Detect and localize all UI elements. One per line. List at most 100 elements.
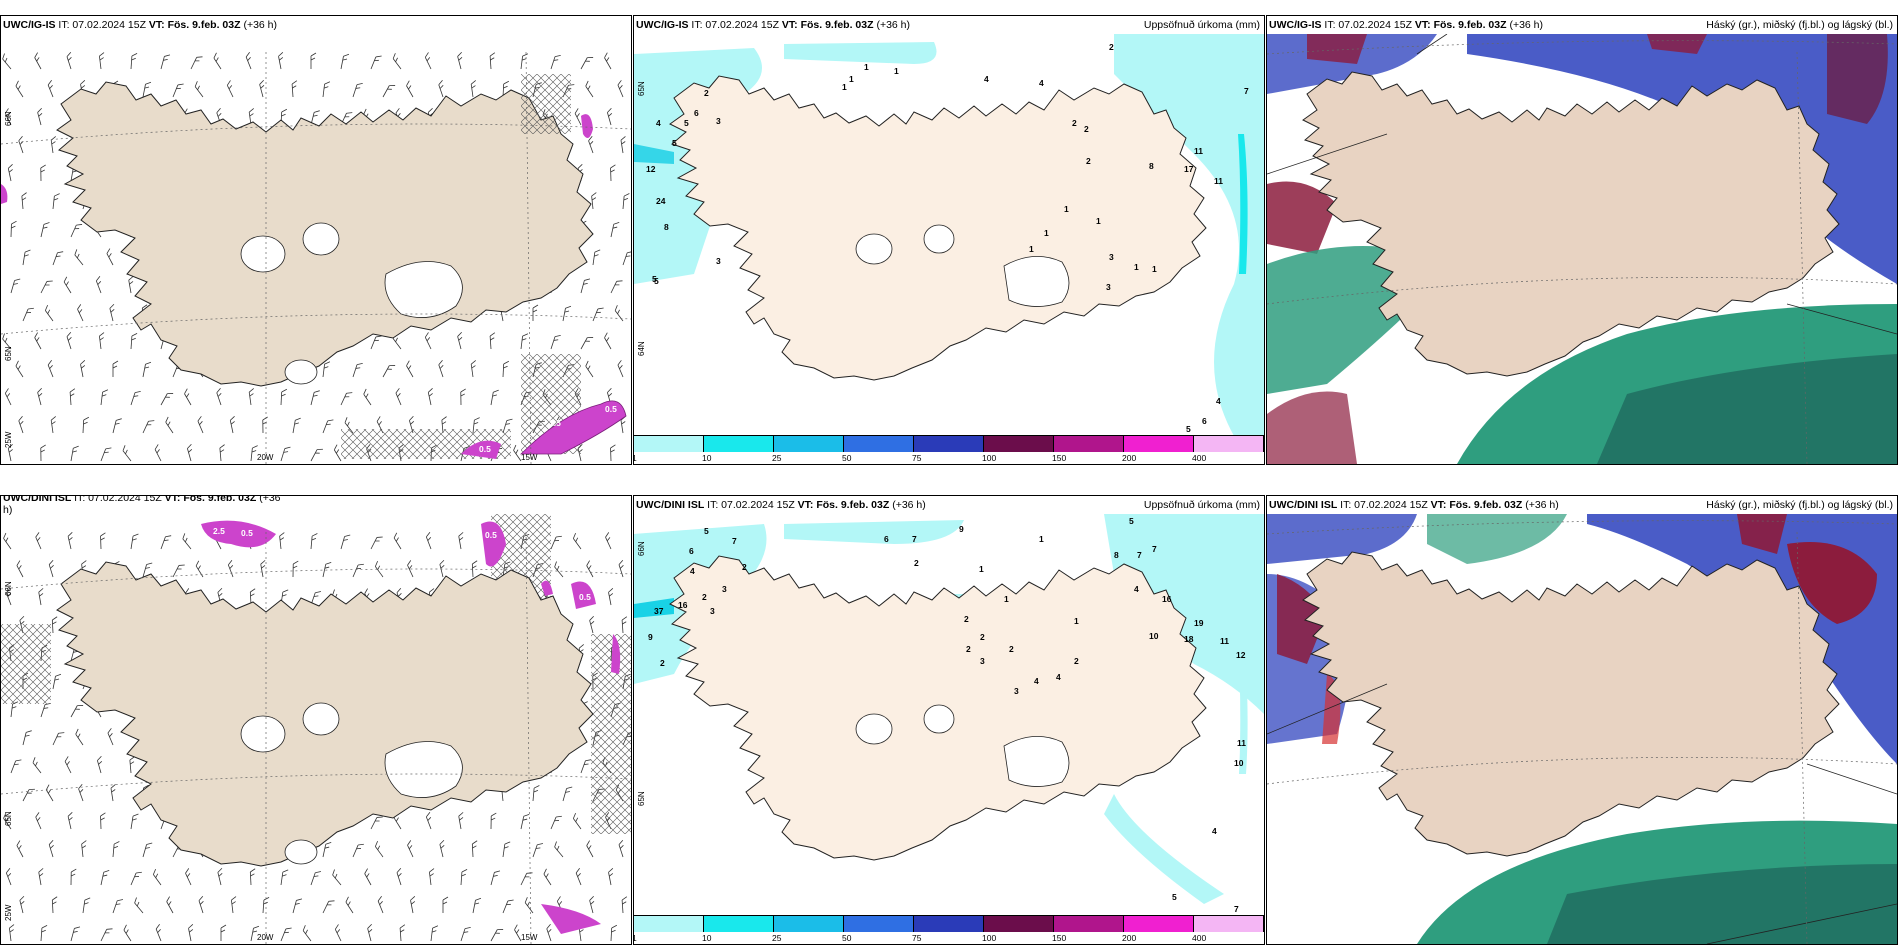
precip-value: 2 [1086, 156, 1091, 166]
precip-value: 2 [1009, 644, 1014, 654]
precip-value: 1 [1152, 264, 1157, 274]
precip-value: 7 [912, 534, 917, 544]
model-name: UWC/IG-IS [3, 19, 56, 31]
precip-value: 1 [894, 66, 899, 76]
precip-value: 6 [694, 108, 699, 118]
cloud-map[interactable] [1267, 514, 1897, 944]
precip-value: 7 [1244, 86, 1249, 96]
colorbar-tick: 75 [911, 453, 922, 463]
precip-value: 3 [710, 606, 715, 616]
precip-value: 2 [1109, 42, 1114, 52]
wind-map[interactable]: 1.5 0.5 0.5 [1, 34, 631, 464]
precip-value: 5 [1129, 516, 1134, 526]
precip-value: 4 [984, 74, 989, 84]
lead-time: (+36 h) [1509, 19, 1544, 31]
precip-value: 1 [1004, 594, 1009, 604]
panel-header-wrap: h) [3, 504, 627, 518]
precip-value: 11 [1237, 738, 1246, 748]
colorbar-tick: 50 [842, 933, 852, 943]
model-name: UWC/DINI ISL [1269, 499, 1338, 511]
panel-title: Uppsöfnuð úrkoma (mm) [1143, 19, 1260, 31]
colorbar-tick: 75 [911, 933, 922, 943]
colorbar-cell [1194, 436, 1264, 452]
precip-value: 8 [664, 222, 669, 232]
lat-label: 66N [4, 111, 13, 126]
precip-value: 1 [1044, 228, 1049, 238]
colorbar-cell [844, 916, 914, 932]
precip-value: 4 [1134, 584, 1139, 594]
precip-value: 3 [1014, 686, 1019, 696]
lead-time: (+36 h) [1525, 499, 1559, 511]
precip-value: 17 [1184, 164, 1194, 174]
precip-value: 1 [1029, 244, 1034, 254]
issue-time: IT: 07.02.2024 15Z [707, 499, 795, 511]
issue-time: IT: 07.02.2024 15Z [74, 495, 162, 504]
precip-value: 2 [742, 562, 747, 572]
colorbar-cell [1194, 916, 1264, 932]
colorbar-cell [984, 916, 1054, 932]
colorbar-cell [634, 436, 704, 452]
lead-time: (+36 h) [876, 19, 911, 31]
precip-value: 5 [1172, 892, 1177, 902]
precip-value: 4 [1056, 672, 1061, 682]
colorbar-cell [704, 436, 774, 452]
precip-value: 4 [1212, 826, 1217, 836]
lat-label: 66N [4, 581, 13, 596]
model-name: UWC/DINI ISL [636, 499, 705, 511]
model-name: UWC/IG-IS [1269, 19, 1322, 31]
colorbar-cell [634, 916, 704, 932]
map-panel-wind-bottom: UWC/DINI ISL IT: 07.02.2024 15Z VT: Fös.… [0, 495, 632, 945]
valid-time: VT: Fös. 9.feb. 03Z [797, 499, 890, 511]
wind-value-label: 1.5 [549, 418, 561, 428]
precip-value: 7 [1152, 544, 1157, 554]
colorbar-cell [704, 916, 774, 932]
wind-value-label: 0.5 [485, 530, 497, 540]
precip-value: 7 [1137, 550, 1142, 560]
colorbar-tick: 10 [701, 933, 712, 943]
precip-map[interactable]: 5 7 6 7 9 1 5 6 4 3 2 2 1 8 7 7 37 16 3 … [634, 514, 1264, 916]
precip-value: 2 [1084, 124, 1089, 134]
precip-value: 6 [884, 534, 889, 544]
lon-label: 25W [4, 904, 13, 921]
precip-value: 5 [652, 274, 657, 284]
precip-value: 10 [1149, 631, 1159, 641]
colorbar-ticks: 1 10 25 50 75 100 150 200 400 [634, 453, 1264, 464]
precip-value: 4 [1039, 78, 1044, 88]
panel-header: UWC/IG-IS IT: 07.02.2024 15Z VT: Fös. 9.… [636, 19, 1260, 33]
wind-value-label: 0.5 [241, 528, 253, 538]
issue-time: IT: 07.02.2024 15Z [1324, 19, 1412, 31]
precip-value: 8 [1114, 550, 1119, 560]
precip-value: 1 [1039, 534, 1044, 544]
precip-value: 9 [648, 632, 653, 642]
lat-label: 65N [4, 346, 13, 361]
precip-value: 6 [689, 546, 694, 556]
colorbar-tick: 1 [634, 933, 637, 943]
colorbar-cell [984, 436, 1054, 452]
precip-value: 37 [654, 606, 664, 616]
issue-time: IT: 07.02.2024 15Z [691, 19, 779, 31]
map-panel-precip-top: UWC/IG-IS IT: 07.02.2024 15Z VT: Fös. 9.… [633, 15, 1265, 465]
precip-value: 2 [660, 658, 665, 668]
valid-time: VT: Fös. 9.feb. 03Z [781, 19, 874, 31]
precip-value: 5 [704, 526, 709, 536]
valid-time: VT: Fös. 9.feb. 03Z [148, 19, 241, 31]
precip-value: 7 [732, 536, 737, 546]
precip-value: 3 [716, 116, 721, 126]
lon-label: 20W [257, 933, 274, 942]
lead-time: (+36 [259, 495, 281, 504]
precip-map[interactable]: 2 7 4 1 1 1 1 4 2 6 3 5 4 5 2 2 12 5 11 … [634, 34, 1264, 436]
colorbar-ticks: 1 10 25 50 75 100 150 200 400 [634, 933, 1264, 944]
precip-value: 5 [672, 138, 677, 148]
lat-label: 65N [637, 81, 646, 96]
wind-map[interactable]: 2.5 0.5 0.5 0.5 0.5 [1, 514, 631, 944]
precip-value: 16 [1162, 594, 1172, 604]
precip-value: 4 [1216, 396, 1221, 406]
colorbar-tick: 400 [1191, 453, 1207, 463]
panel-header: UWC/IG-IS IT: 07.02.2024 15Z VT: Fös. 9.… [3, 19, 627, 33]
precip-value: 11 [1220, 636, 1229, 646]
precip-value: 3 [980, 656, 985, 666]
colorbar-cells [634, 916, 1264, 932]
precip-value: 3 [722, 584, 727, 594]
precip-value: 1 [842, 82, 847, 92]
cloud-map[interactable] [1267, 34, 1897, 464]
